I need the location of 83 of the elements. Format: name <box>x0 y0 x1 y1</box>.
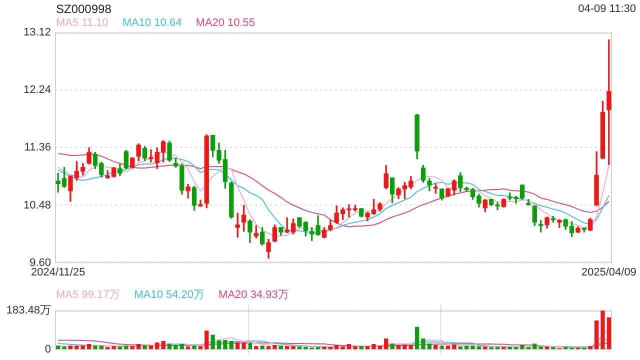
bar <box>588 346 592 350</box>
chart-title: SZ000998 <box>56 2 112 16</box>
bar <box>359 346 364 350</box>
bar <box>340 346 345 350</box>
x-tick-label: 2025/04/09 <box>581 266 636 278</box>
bar <box>112 346 116 350</box>
bar <box>278 346 283 350</box>
bar <box>464 346 469 350</box>
text: 04-09 11:30 <box>578 3 636 15</box>
bar <box>427 344 432 350</box>
y-tick-label: 13.12 <box>23 26 51 39</box>
bar <box>390 344 394 350</box>
bar <box>210 334 215 350</box>
bar <box>260 346 264 350</box>
y-tick-label: 11.36 <box>24 142 51 154</box>
y-tick-label: 12.24 <box>23 84 51 96</box>
bar <box>167 344 172 350</box>
bar <box>161 341 166 350</box>
y-tick-label: 183.48万 <box>6 304 51 317</box>
bar <box>266 346 271 350</box>
candlestick <box>235 212 240 238</box>
text: MA5 99.17万 <box>56 288 120 302</box>
bar <box>216 340 222 350</box>
bar <box>99 346 104 350</box>
bar <box>421 338 426 350</box>
text: MA10 54.20万 <box>134 288 205 302</box>
bar <box>174 345 178 350</box>
bar <box>56 346 60 350</box>
bar <box>334 345 339 350</box>
bar <box>520 345 524 350</box>
text: MA5 11.10 <box>56 17 108 29</box>
y-tick-label: 9.60 <box>30 256 51 269</box>
bar <box>291 346 296 350</box>
bar <box>136 344 141 350</box>
bar <box>402 344 407 350</box>
bar <box>235 342 240 350</box>
bar <box>365 346 370 350</box>
y-tick-label: 0 <box>44 343 51 356</box>
bar <box>229 341 234 350</box>
bar <box>130 346 134 350</box>
bar <box>180 344 184 350</box>
bar <box>470 346 475 350</box>
bar <box>532 344 537 350</box>
bar <box>353 346 358 350</box>
text: MA20 10.55 <box>196 17 256 29</box>
bar <box>538 346 543 350</box>
bar <box>440 346 444 350</box>
bar <box>254 346 258 350</box>
bar <box>606 317 611 350</box>
bar <box>142 346 147 350</box>
bar <box>198 346 203 350</box>
bar <box>155 342 160 350</box>
bar <box>68 346 73 350</box>
bar <box>80 346 85 350</box>
bar <box>396 345 401 350</box>
bar <box>446 346 450 350</box>
bar <box>242 342 246 350</box>
bar <box>414 326 420 350</box>
x-tick-label: 2024/11/25 <box>30 266 86 278</box>
bar <box>378 346 382 350</box>
bar <box>124 346 128 350</box>
bar <box>192 346 196 350</box>
bar <box>223 340 228 350</box>
bar <box>452 344 456 350</box>
text: MA20 34.93万 <box>218 288 289 302</box>
bar <box>600 310 605 350</box>
bar <box>62 346 66 350</box>
bar <box>272 345 277 350</box>
bar <box>74 346 79 350</box>
bar <box>322 346 326 350</box>
bar <box>204 330 209 350</box>
bar <box>346 344 352 350</box>
text: MA10 10.64 <box>122 17 182 29</box>
bar <box>434 345 438 350</box>
bar <box>594 320 599 350</box>
bar <box>372 344 376 350</box>
bar <box>148 346 154 350</box>
y-tick-label: 10.48 <box>23 199 51 212</box>
bar <box>384 338 388 350</box>
bar <box>86 344 92 350</box>
bar <box>93 346 98 350</box>
bar <box>285 346 290 350</box>
bar <box>408 345 413 350</box>
